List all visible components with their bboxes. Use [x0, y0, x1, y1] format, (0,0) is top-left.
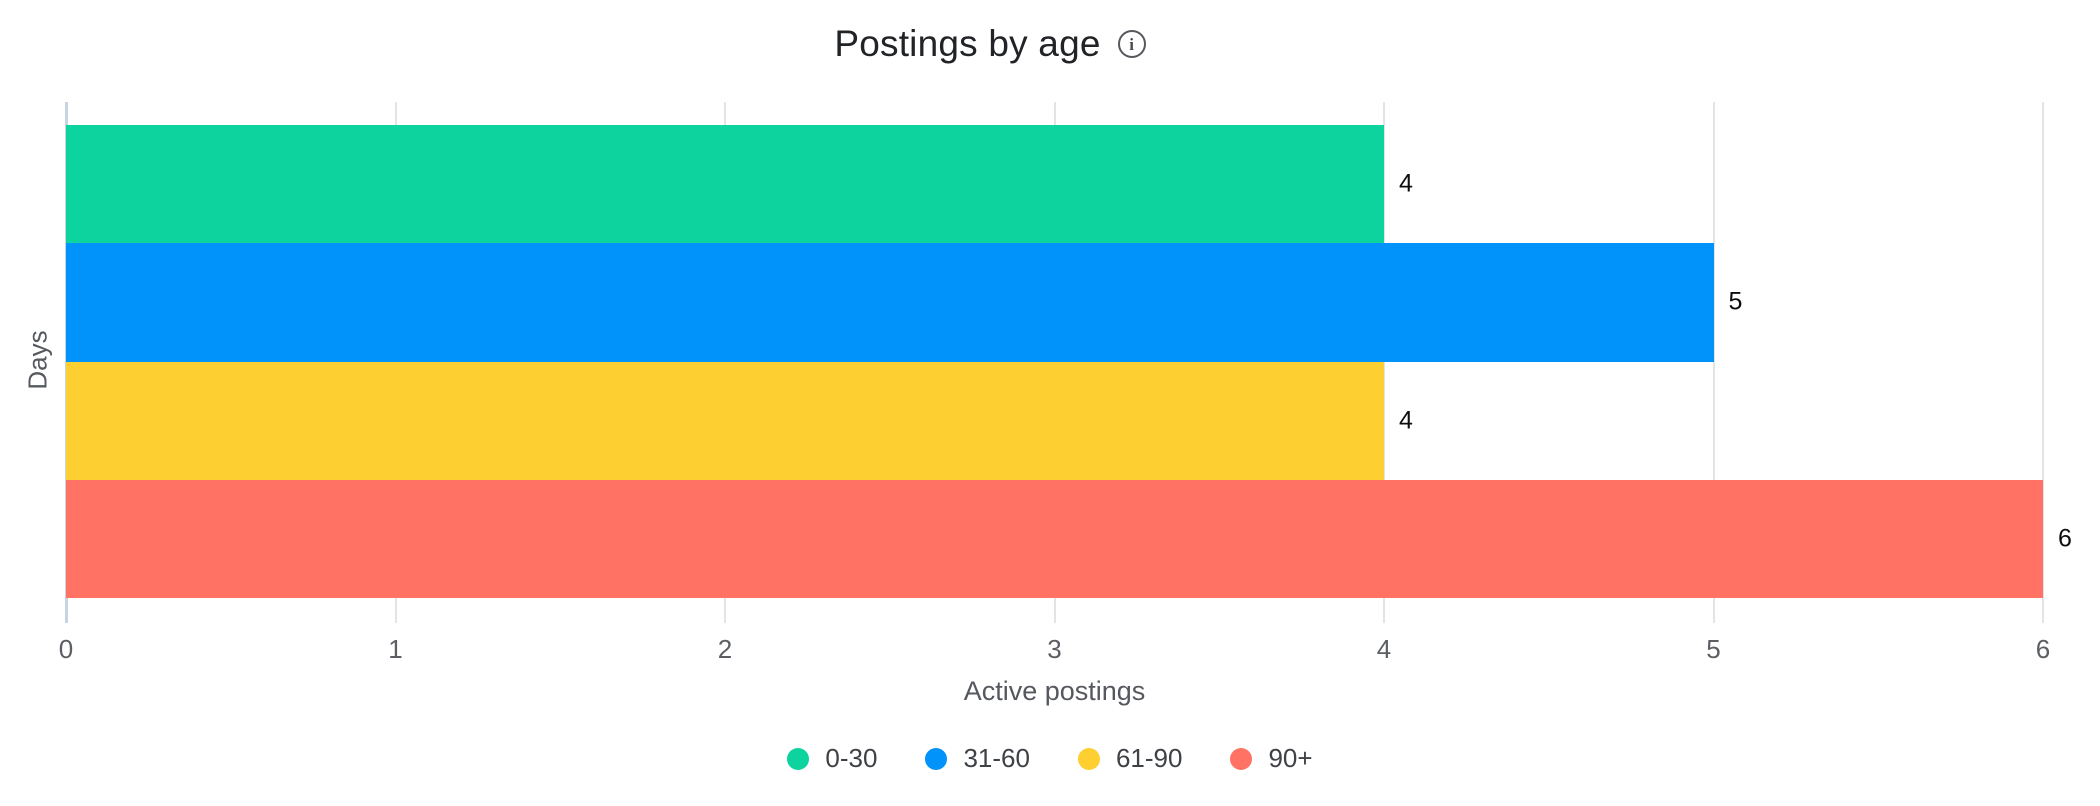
info-icon[interactable]: i	[1117, 30, 1146, 58]
x-axis-ticks: 0 1 2 3 4 5 6	[59, 634, 2050, 668]
bar-value-label: 4	[1399, 406, 1413, 435]
plot-area: 4 5 4 6	[65, 102, 2072, 623]
legend-item-90+[interactable]: 90+	[1230, 743, 1313, 774]
y-axis-label: Days	[22, 330, 53, 390]
x-tick-label-2: 2	[717, 634, 733, 664]
bar-row-31-60: 5	[66, 243, 2043, 362]
legend-label: 90+	[1268, 743, 1313, 773]
x-tick-label-3: 3	[1047, 634, 1062, 664]
bar-row-0-30: 4	[66, 125, 2043, 244]
x-tick-label-1: 1	[388, 634, 403, 664]
legend-swatch-icon	[787, 747, 810, 770]
legend-item-61-90[interactable]: 61-90	[1077, 743, 1183, 774]
legend-item-31-60[interactable]: 31-60	[925, 743, 1030, 774]
bars-container: 4 5 4 6	[66, 125, 2072, 598]
x-tick-label-0: 0	[58, 634, 74, 664]
chart-title: Postings by age	[834, 23, 1101, 64]
x-tick-label-5: 5	[1706, 634, 1721, 664]
gridline	[1712, 102, 1715, 623]
chart-header: Postings by age i	[0, 16, 1980, 72]
legend: 0-30 31-60 61-90 90+	[0, 743, 2100, 774]
gridline	[2042, 102, 2044, 623]
legend-label: 0-30	[825, 743, 878, 773]
x-axis-label: Active postings	[963, 676, 1146, 706]
legend-swatch-icon	[1077, 747, 1100, 770]
bar-31-60[interactable]: 5	[66, 243, 1742, 362]
bar-value-label: 6	[2058, 524, 2072, 553]
bar-value-label: 4	[1399, 169, 1413, 198]
legend-item-0-30[interactable]: 0-30	[787, 743, 877, 774]
x-tick-label-6: 6	[2035, 634, 2051, 664]
bar-90+[interactable]: 6	[66, 479, 2072, 598]
legend-label: 61-90	[1115, 743, 1183, 773]
gridline	[1383, 102, 1385, 623]
legend-swatch-icon	[925, 747, 948, 770]
bar-value-label: 5	[1728, 287, 1743, 316]
x-tick-label-4: 4	[1376, 634, 1392, 664]
bar-0-30[interactable]: 4	[66, 125, 1413, 244]
bar-row-90+: 6	[66, 479, 2072, 598]
legend-swatch-icon	[1230, 747, 1253, 770]
legend-label: 31-60	[963, 743, 1030, 773]
bar-61-90[interactable]: 4	[66, 361, 1413, 480]
bar-row-61-90: 4	[66, 361, 2043, 480]
